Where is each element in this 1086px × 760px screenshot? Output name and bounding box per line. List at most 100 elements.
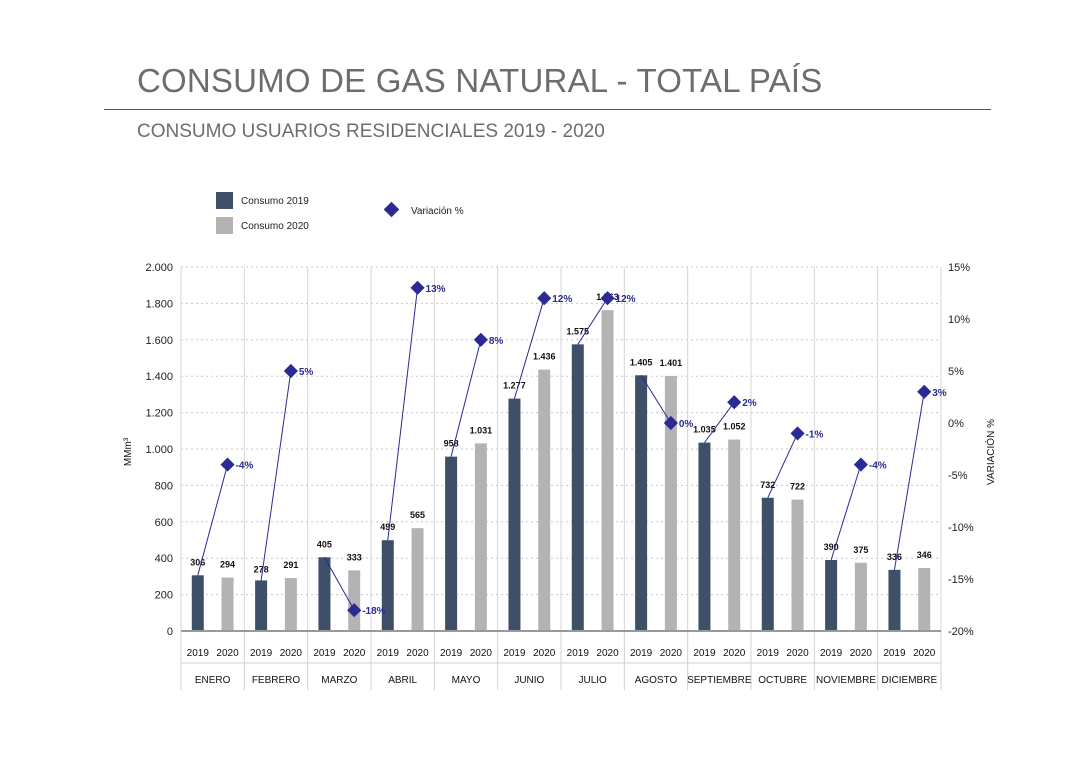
year-tick-2019: 2019 — [630, 648, 653, 659]
month-label: NOVIEMBRE — [816, 675, 876, 686]
variation-label: 3% — [932, 388, 947, 399]
variation-marker — [790, 426, 805, 441]
variation-marker — [600, 291, 615, 306]
variation-label: 5% — [299, 367, 314, 378]
variation-connector — [704, 401, 735, 443]
legend-label-2020: Consumo 2020 — [241, 221, 309, 232]
bar-2020 — [284, 578, 297, 631]
month-label: JULIO — [578, 675, 607, 686]
legend-label-variation: Variación % — [411, 206, 464, 217]
variation-label: -4% — [869, 461, 887, 472]
y-tick-label: 1.600 — [145, 335, 173, 347]
variation-marker — [663, 415, 678, 431]
variation-label: 8% — [489, 336, 504, 347]
bar-2019 — [888, 569, 901, 631]
variation-label: -1% — [806, 429, 824, 440]
variation-connector — [197, 464, 229, 576]
bar-2020 — [728, 439, 741, 631]
data-label-2019: 1.277 — [503, 381, 526, 391]
variation-label: 2% — [742, 398, 757, 409]
month-label: ENERO — [195, 675, 231, 686]
year-tick-2020: 2020 — [280, 648, 303, 659]
y2-tick-label: 15% — [948, 262, 970, 274]
bar-2019 — [255, 580, 268, 631]
data-label-2019: 499 — [380, 522, 395, 532]
month-label: FEBRERO — [252, 675, 301, 686]
year-tick-2020: 2020 — [660, 648, 683, 659]
y-tick-label: 1.400 — [145, 371, 173, 383]
chart-axes: 0 200 400 600 800 1.000 1.200 1.400 1.600 1.800 2.… — [145, 262, 974, 690]
y-tick-label: 800 — [155, 480, 173, 492]
data-label-2019: 1.575 — [567, 326, 590, 336]
bar-2020 — [474, 443, 487, 631]
variation-connector — [577, 297, 608, 345]
variation-label: 13% — [426, 284, 446, 295]
bar-2020 — [791, 499, 804, 631]
legend-swatch-2020 — [216, 217, 233, 234]
legend-label-2019: Consumo 2019 — [241, 196, 309, 207]
data-label-2019: 278 — [254, 564, 269, 574]
year-tick-2019: 2019 — [820, 648, 843, 659]
y2-tick-label: 0% — [948, 418, 964, 430]
variation-connector — [260, 370, 292, 581]
year-tick-2020: 2020 — [723, 648, 746, 659]
variation-label: -4% — [236, 461, 254, 472]
variation-marker — [537, 291, 552, 306]
data-label-2019: 405 — [317, 539, 332, 549]
year-tick-2019: 2019 — [313, 648, 336, 659]
month-label: JUNIO — [514, 675, 544, 686]
y-axis-label: MMm³ — [123, 437, 134, 466]
data-label-2019: 1.035 — [693, 425, 716, 435]
y2-tick-label: 10% — [948, 314, 970, 326]
data-label-2020: 294 — [220, 559, 235, 569]
y2-tick-label: -15% — [948, 574, 974, 586]
variation-marker — [853, 457, 868, 472]
data-label-2019: 958 — [444, 439, 459, 449]
y-tick-label: 600 — [155, 517, 173, 529]
bar-2019 — [761, 497, 774, 631]
year-tick-2019: 2019 — [567, 648, 590, 659]
bar-2020 — [221, 577, 234, 631]
bar-2020 — [664, 376, 677, 631]
year-tick-2019: 2019 — [187, 648, 210, 659]
variation-marker — [917, 384, 932, 399]
bar-2019 — [318, 557, 331, 631]
data-label-2019: 1.405 — [630, 357, 653, 367]
bar-2020 — [854, 562, 867, 631]
y2-tick-label: -10% — [948, 522, 974, 534]
year-tick-2019: 2019 — [757, 648, 780, 659]
legend-swatch-2019 — [216, 192, 233, 209]
variation-connector — [830, 464, 862, 561]
data-label-2020: 722 — [790, 482, 805, 492]
title-divider — [104, 109, 991, 110]
year-tick-2020: 2020 — [406, 648, 429, 659]
data-label-2019: 732 — [760, 480, 775, 490]
y-tick-label: 1.000 — [145, 444, 173, 456]
variation-connector — [324, 557, 355, 611]
year-tick-2020: 2020 — [533, 648, 556, 659]
chart-legend: Consumo 2019 Consumo 2020 Variación % — [216, 192, 464, 234]
data-label-2020: 346 — [917, 550, 932, 560]
y-tick-label: 2.000 — [145, 262, 173, 274]
variation-label: 0% — [679, 419, 694, 430]
data-label-2020: 291 — [283, 560, 298, 570]
variation-marker — [347, 603, 362, 618]
variation-connector — [640, 375, 672, 424]
y2-tick-label: -20% — [948, 626, 974, 638]
month-label: AGOSTO — [635, 675, 678, 686]
variation-marker — [220, 457, 235, 472]
year-tick-2020: 2020 — [786, 648, 809, 659]
year-tick-2020: 2020 — [850, 648, 873, 659]
variation-marker — [410, 280, 425, 295]
month-label: MARZO — [321, 675, 357, 686]
legend-diamond-variation — [383, 201, 400, 218]
variation-connector — [893, 391, 925, 570]
chart-bars: 306 294 278 291 405 333 499 565 958 1.031 1.277 1.4… — [190, 292, 932, 631]
y2-tick-label: -5% — [948, 470, 968, 482]
year-tick-2020: 2020 — [470, 648, 493, 659]
variation-label: -18% — [362, 606, 385, 617]
month-label: DICIEMBRE — [882, 675, 938, 686]
data-label-2020: 375 — [853, 545, 868, 555]
y-tick-label: 0 — [167, 626, 173, 638]
year-tick-2019: 2019 — [440, 648, 463, 659]
